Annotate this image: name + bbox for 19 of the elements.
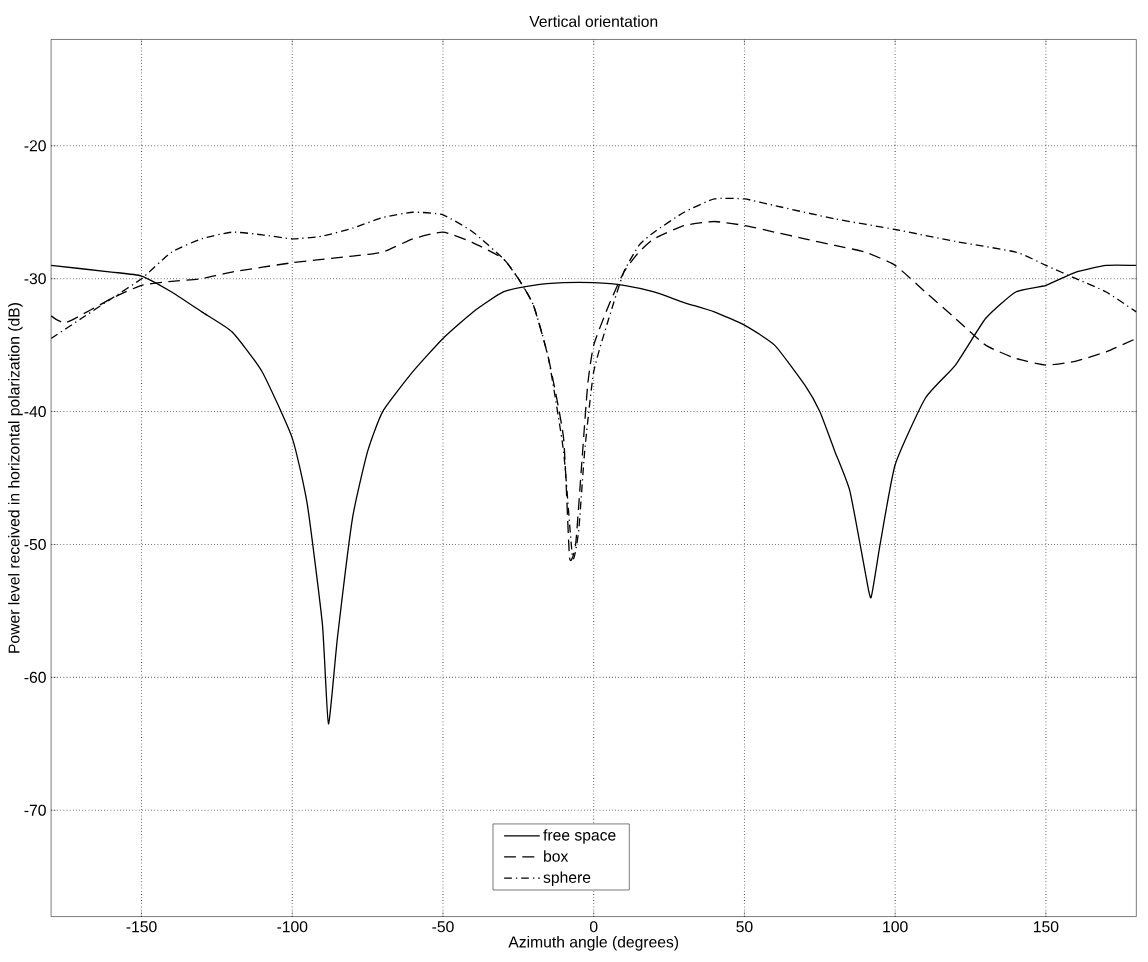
chart-title: Vertical orientation xyxy=(529,15,658,27)
y-tick-label: -40 xyxy=(24,405,46,417)
legend-label: free space xyxy=(543,828,616,844)
y-tick-label: -70 xyxy=(24,804,46,816)
legend-label: sphere xyxy=(543,871,591,886)
y-tick-label: -20 xyxy=(24,140,46,152)
y-tick-label: -30 xyxy=(24,272,46,285)
x-tick-label: 0 xyxy=(589,920,598,933)
y-tick-label: -60 xyxy=(24,671,46,683)
x-tick-label: -50 xyxy=(432,920,454,933)
x-tick-label: -150 xyxy=(126,920,157,933)
y-tick-label: -50 xyxy=(24,538,46,550)
y-axis-title: Power level received in horizontal polarization (dB) xyxy=(8,302,23,653)
x-tick-label: 150 xyxy=(1034,920,1059,933)
x-tick-label: 100 xyxy=(883,920,908,933)
x-tick-label: -100 xyxy=(277,920,308,933)
x-tick-label: 50 xyxy=(736,920,753,933)
x-axis-title: Azimuth angle (degrees) xyxy=(508,935,679,951)
legend-label: box xyxy=(544,850,569,862)
